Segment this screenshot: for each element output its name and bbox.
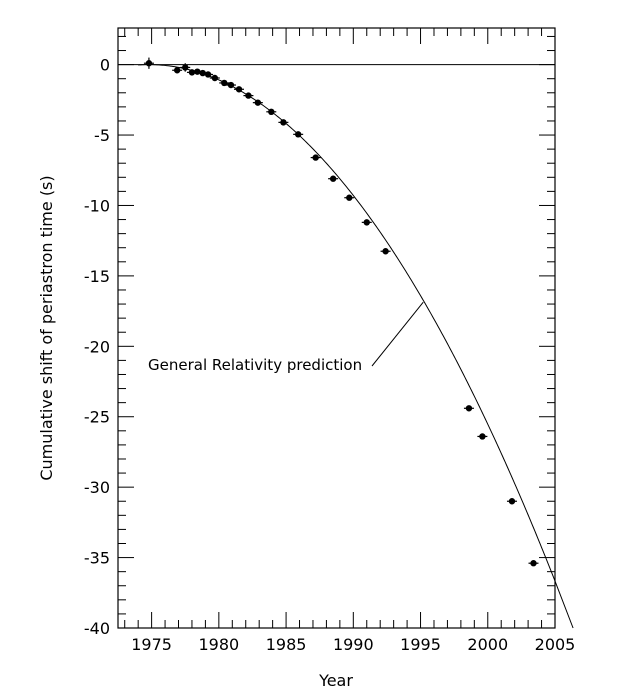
data-point (252, 99, 263, 106)
data-point (506, 498, 517, 505)
y-tick-labels: 0 -5 -10 -15 -20 -25 -30 -35 -40 (84, 56, 110, 638)
annotation-leader-line (371, 301, 424, 367)
data-point (463, 405, 474, 412)
x-tick-label: 2000 (467, 635, 508, 654)
point-marker (211, 74, 219, 82)
data-point (243, 92, 254, 99)
y-tick-label: -15 (84, 267, 110, 286)
data-point (278, 119, 289, 126)
data-points (143, 57, 539, 567)
point-marker (312, 154, 319, 161)
point-marker (254, 99, 262, 106)
x-tick-label: 1985 (266, 635, 307, 654)
point-marker (188, 69, 196, 76)
data-point (266, 108, 277, 116)
point-marker (280, 119, 287, 126)
data-point (225, 81, 236, 89)
y-tick-label: -30 (84, 478, 110, 497)
data-point (219, 79, 230, 87)
point-marker (346, 194, 353, 201)
point-marker (530, 560, 537, 567)
point-marker (227, 81, 235, 89)
data-point (209, 74, 220, 82)
axis-ticks (118, 28, 556, 629)
x-tick-label: 1980 (198, 635, 239, 654)
data-point (293, 131, 304, 138)
point-marker (382, 248, 389, 255)
point-marker (145, 60, 153, 67)
data-point (361, 219, 372, 226)
y-tick-label: -10 (84, 196, 110, 215)
point-marker (268, 108, 275, 116)
x-tick-label: 1995 (400, 635, 441, 654)
point-marker (221, 79, 228, 87)
point-marker (294, 131, 302, 138)
point-marker (363, 219, 370, 226)
y-tick-label: -40 (84, 619, 110, 638)
point-marker (245, 92, 252, 99)
data-point (234, 86, 245, 93)
point-marker (199, 69, 206, 77)
point-marker (204, 71, 212, 78)
y-tick-label: 0 (100, 56, 110, 75)
x-axis-label: Year (318, 671, 353, 690)
data-point (344, 194, 355, 201)
data-point (528, 560, 539, 567)
y-tick-label: -5 (94, 126, 110, 145)
point-marker (465, 405, 473, 412)
point-marker (479, 433, 486, 440)
point-marker (508, 498, 516, 505)
data-point (143, 57, 154, 69)
plot-frame (117, 27, 556, 629)
data-point (380, 248, 391, 255)
point-marker (182, 64, 189, 71)
point-marker (329, 175, 337, 182)
data-point (310, 154, 321, 161)
x-tick-label: 1990 (333, 635, 374, 654)
y-tick-label: -35 (84, 549, 110, 568)
point-marker (173, 67, 181, 74)
x-tick-labels: 1975 1980 1985 1990 1995 2000 2005 (131, 635, 575, 654)
data-point (477, 433, 488, 440)
data-point (180, 63, 191, 72)
y-tick-label: -25 (84, 408, 110, 427)
x-tick-label: 1975 (131, 635, 172, 654)
y-axis-label: Cumulative shift of periastron time (s) (37, 175, 56, 480)
data-point (203, 71, 214, 78)
x-tick-label: 2005 (535, 635, 576, 654)
annotation-label: General Relativity prediction (148, 356, 362, 374)
data-point (328, 175, 339, 182)
point-marker (194, 68, 201, 75)
gr-prediction-curve (138, 64, 574, 629)
point-marker (235, 86, 243, 93)
data-point (172, 67, 183, 74)
y-tick-label: -20 (84, 337, 110, 356)
